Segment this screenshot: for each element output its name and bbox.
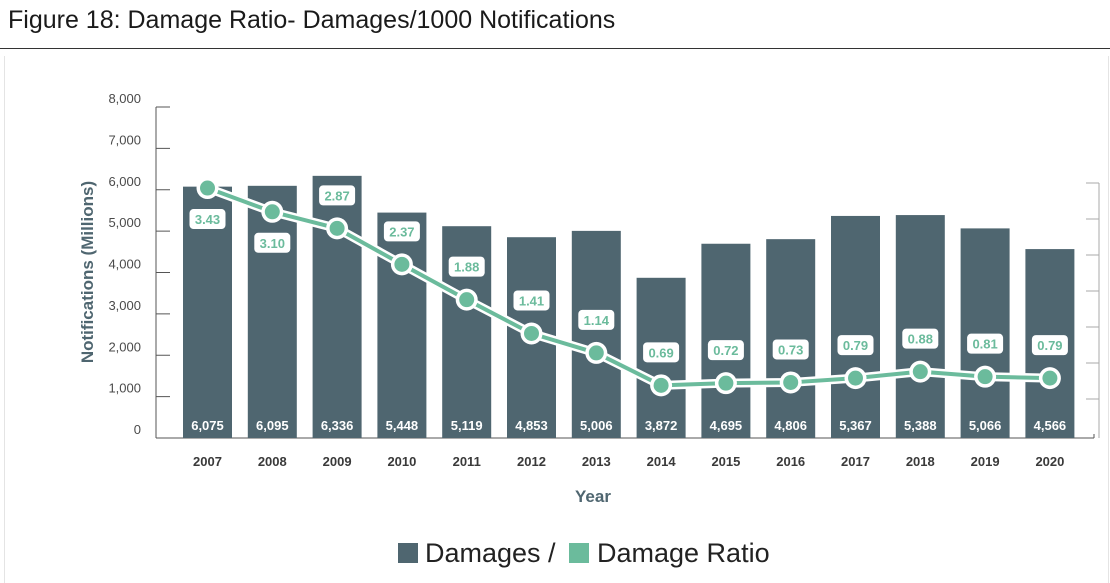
x-tick-label: 2016 xyxy=(776,454,805,469)
ratio-label-box xyxy=(1031,335,1068,356)
bar-value-label: 5,367 xyxy=(839,418,872,433)
x-tick-label: 2015 xyxy=(711,454,740,469)
y-tick-label: 6,000 xyxy=(108,174,141,189)
ratio-point-2009 xyxy=(329,220,345,236)
y-axis-title: Notifications (Millions) xyxy=(78,181,97,363)
y-tick-label: 8,000 xyxy=(108,91,141,106)
bar-2016 xyxy=(766,239,816,438)
ratio-point-2013 xyxy=(588,345,604,361)
ratio-value-label: 2.87 xyxy=(324,188,349,203)
ratio-value-label: 1.14 xyxy=(584,313,610,328)
x-tick-label: 2018 xyxy=(906,454,935,469)
bar-value-label: 5,119 xyxy=(451,418,483,433)
ratio-value-label: 0.72 xyxy=(713,343,738,358)
ratio-value-label: 3.10 xyxy=(260,236,285,251)
bar-2017 xyxy=(831,215,880,438)
ratio-point-2007 xyxy=(200,180,215,196)
ratio-label-box xyxy=(902,328,939,349)
ratio-label-box xyxy=(772,339,809,360)
bar-value-label: 4,566 xyxy=(1034,418,1067,433)
y-tick-label: 7,000 xyxy=(108,132,141,147)
bar-value-label: 6,095 xyxy=(256,418,289,433)
x-tick-label: 2007 xyxy=(193,454,222,469)
x-tick-label: 2009 xyxy=(323,454,352,469)
legend-damages-swatch xyxy=(398,543,418,563)
bar-value-label: 4,806 xyxy=(774,418,807,433)
bar-value-label: 5,066 xyxy=(969,418,1002,433)
bar-2013 xyxy=(571,230,621,438)
ratio-point-2008 xyxy=(264,204,280,220)
x-tick-label: 2012 xyxy=(517,454,546,469)
bar-value-label: 6,075 xyxy=(191,418,224,433)
y-tick-label: 0 xyxy=(134,422,141,437)
ratio-label-box xyxy=(837,335,874,356)
y-tick-label: 5,000 xyxy=(108,215,141,230)
y-tick-label: 3,000 xyxy=(108,298,141,313)
x-tick-label: 2019 xyxy=(971,454,1000,469)
ratio-value-label: 0.69 xyxy=(648,345,673,360)
ratio-label-box xyxy=(189,209,226,230)
ratio-value-label: 0.88 xyxy=(908,332,933,347)
ratio-point-2019 xyxy=(977,369,993,385)
ratio-label-box xyxy=(448,256,485,277)
x-tick-label: 2014 xyxy=(647,454,677,469)
chart-title: Figure 18: Damage Ratio- Damages/1000 No… xyxy=(8,6,616,34)
legend-damages-label: Damages / xyxy=(425,538,556,568)
ratio-point-2012 xyxy=(524,325,539,341)
legend-ratio-label: Damage Ratio xyxy=(597,538,770,568)
ratio-label-box xyxy=(383,221,420,242)
x-tick-label: 2008 xyxy=(258,454,287,469)
bar-2010 xyxy=(377,212,427,438)
bar-value-label: 6,336 xyxy=(321,418,354,433)
ratio-label-box xyxy=(254,232,291,253)
ratio-label-box xyxy=(513,290,550,311)
ratio-value-label: 2.37 xyxy=(389,224,414,239)
x-axis-title: Year xyxy=(575,487,611,506)
y-tick-label: 4,000 xyxy=(108,257,141,272)
ratio-point-2014 xyxy=(653,377,669,393)
legend-ratio-swatch xyxy=(569,543,589,563)
y-tick-label: 1,000 xyxy=(108,381,141,396)
bar-value-label: 3,872 xyxy=(645,418,678,433)
ratio-value-label: 0.81 xyxy=(972,337,997,352)
x-tick-label: 2010 xyxy=(387,454,416,469)
bar-2018 xyxy=(895,215,945,438)
bar-2019 xyxy=(960,228,1010,438)
ratio-value-label: 3.43 xyxy=(195,212,220,227)
bar-value-label: 4,853 xyxy=(515,418,548,433)
ratio-value-label: 1.88 xyxy=(454,260,479,275)
y-tick-label: 2,000 xyxy=(108,339,141,354)
bar-value-label: 4,695 xyxy=(710,418,743,433)
x-tick-label: 2011 xyxy=(453,454,481,469)
bar-value-label: 5,448 xyxy=(386,418,419,433)
ratio-point-2017 xyxy=(848,370,863,386)
bar-2008 xyxy=(247,185,297,438)
ratio-value-label: 0.73 xyxy=(778,342,803,357)
ratio-value-label: 0.79 xyxy=(1037,338,1062,353)
ratio-point-2011 xyxy=(459,292,475,308)
ratio-point-2010 xyxy=(394,256,410,272)
ratio-point-2016 xyxy=(783,374,799,390)
bar-value-label: 5,006 xyxy=(580,418,613,433)
ratio-label-box xyxy=(967,333,1004,354)
ratio-label-box xyxy=(707,340,744,361)
title-divider xyxy=(0,48,1110,49)
ratio-label-box xyxy=(643,342,680,363)
ratio-label-box xyxy=(578,309,615,330)
ratio-value-label: 1.41 xyxy=(519,293,544,308)
ratio-point-2018 xyxy=(912,364,928,380)
chart-frame xyxy=(4,56,1109,583)
x-tick-label: 2020 xyxy=(1035,454,1064,469)
bar-value-label: 5,388 xyxy=(904,418,937,433)
ratio-point-2015 xyxy=(718,375,734,391)
ratio-label-box xyxy=(319,185,356,206)
bar-2009 xyxy=(312,175,362,438)
x-tick-label: 2013 xyxy=(582,454,611,469)
ratio-point-2020 xyxy=(1042,370,1058,386)
ratio-value-label: 0.79 xyxy=(843,338,868,353)
x-tick-label: 2017 xyxy=(841,454,870,469)
